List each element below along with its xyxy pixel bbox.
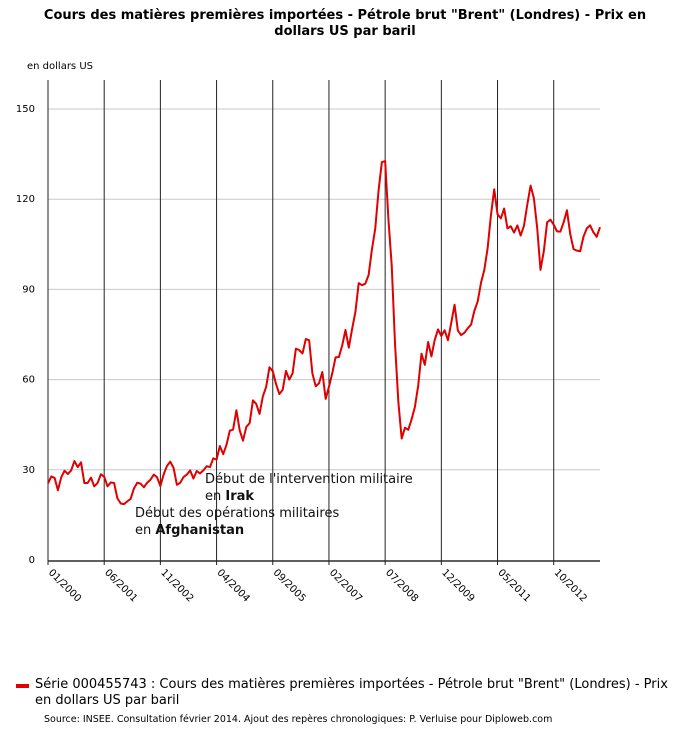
y-tick-label: 150 [16, 104, 35, 115]
grid-lines [48, 108, 600, 471]
annotation-irak-line1: Début de l'intervention militaire [205, 472, 413, 487]
y-tick-label: 30 [22, 465, 35, 476]
annotation-afghanistan-line1: Début des opérations militaires [135, 506, 340, 521]
chart-title: Cours des matières premières importées -… [43, 8, 647, 39]
chart-legend: Série 000455743 : Cours des matières pre… [16, 677, 676, 709]
annotation-irak-country: Irak [225, 489, 255, 504]
y-tick-label: 60 [22, 375, 35, 386]
y-tick-label: 0 [29, 555, 35, 566]
x-tick-label: 12/2009 [439, 567, 476, 604]
x-tick-label: 04/2004 [214, 567, 251, 604]
y-axis-unit-label: en dollars US [27, 61, 93, 72]
legend-label: Série 000455743 : Cours des matières pre… [35, 677, 668, 708]
series-line-brent [47, 160, 601, 506]
x-tick-label: 09/2005 [271, 567, 308, 604]
x-tick-label: 10/2012 [552, 567, 589, 604]
line-chart: 0 30 60 90 120 150 01/2000 06/2001 11/2002 04/20… [16, 80, 601, 604]
y-tick-label: 120 [16, 194, 35, 205]
annotation-afghanistan-prefix: en [135, 523, 156, 538]
series-layer [47, 160, 601, 506]
x-tick-label: 07/2008 [383, 567, 420, 604]
x-tick-label: 11/2002 [158, 567, 195, 604]
annotation-afghanistan-country: Afghanistan [155, 523, 245, 538]
x-tick-label: 05/2011 [495, 567, 532, 604]
x-tick-label: 02/2007 [327, 567, 364, 604]
legend-swatch [16, 684, 29, 688]
y-axis-ticks: 0 30 60 90 120 150 [16, 104, 35, 566]
source-note: Source: INSEE. Consultation février 2014… [44, 714, 553, 725]
annotation-afghanistan: Début des opérations militaires en Afgha… [135, 505, 339, 539]
y-tick-label: 90 [22, 284, 35, 295]
x-tick-label: 06/2001 [102, 567, 139, 604]
annotation-irak: Début de l'intervention militaire en Ira… [205, 471, 413, 505]
annotation-irak-prefix: en [205, 489, 226, 504]
x-tick-label: 01/2000 [46, 567, 83, 604]
